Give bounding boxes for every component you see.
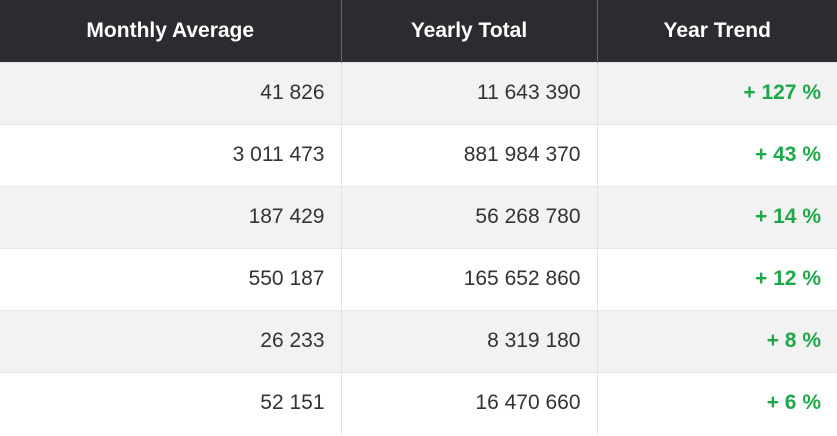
header-monthly-average[interactable]: Monthly Average (0, 0, 342, 62)
table-row: 41 826 11 643 390 + 127 % (0, 61, 837, 124)
cell-yearly-total: 881 984 370 (341, 123, 598, 186)
cell-monthly-average: 26 233 (0, 309, 342, 372)
cell-year-trend: + 8 % (597, 309, 837, 372)
cell-monthly-average: 3 011 473 (0, 123, 342, 186)
table-header: Monthly Average Yearly Total Year Trend (0, 0, 837, 62)
cell-monthly-average: 550 187 (0, 247, 342, 310)
cell-year-trend: + 12 % (597, 247, 837, 310)
cell-year-trend: + 127 % (597, 61, 837, 124)
cell-monthly-average: 41 826 (0, 61, 342, 124)
cell-yearly-total: 8 319 180 (341, 309, 598, 372)
header-year-trend[interactable]: Year Trend (597, 0, 837, 62)
table-row: 52 151 16 470 660 + 6 % (0, 371, 837, 434)
cell-monthly-average: 187 429 (0, 185, 342, 248)
header-yearly-total[interactable]: Yearly Total (341, 0, 598, 62)
table-row: 187 429 56 268 780 + 14 % (0, 185, 837, 248)
cell-yearly-total: 56 268 780 (341, 185, 598, 248)
table-row: 550 187 165 652 860 + 12 % (0, 247, 837, 310)
cell-year-trend: + 14 % (597, 185, 837, 248)
cell-yearly-total: 16 470 660 (341, 371, 598, 434)
cell-monthly-average: 52 151 (0, 371, 342, 434)
table-row: 3 011 473 881 984 370 + 43 % (0, 123, 837, 186)
header-row: Monthly Average Yearly Total Year Trend (0, 0, 837, 62)
cell-yearly-total: 165 652 860 (341, 247, 598, 310)
cell-year-trend: + 43 % (597, 123, 837, 186)
cell-yearly-total: 11 643 390 (341, 61, 598, 124)
table-row: 26 233 8 319 180 + 8 % (0, 309, 837, 372)
table-body: 41 826 11 643 390 + 127 % 3 011 473 881 … (0, 61, 837, 434)
cell-year-trend: + 6 % (597, 371, 837, 434)
